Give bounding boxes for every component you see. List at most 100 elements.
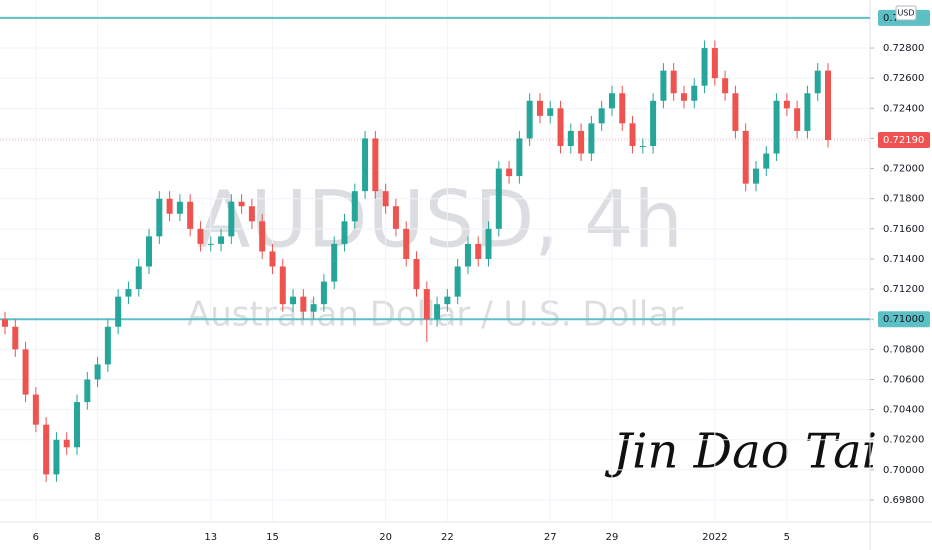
y-tick-label: 0.71200 — [883, 284, 924, 295]
candle-body — [320, 281, 327, 305]
candle-body — [12, 326, 19, 350]
candle-body — [608, 93, 615, 109]
candle-body — [259, 221, 266, 252]
candle-body — [115, 296, 122, 327]
candle-body — [228, 201, 235, 237]
level-label: 0.7 — [883, 13, 899, 24]
candle-body — [578, 130, 585, 154]
candle-body — [650, 100, 657, 146]
candle-body — [84, 379, 91, 403]
level-label-bg — [878, 311, 930, 328]
y-tick-label: 0.72400 — [883, 103, 924, 114]
x-tick-label: 13 — [204, 532, 217, 543]
candle-body — [547, 108, 554, 116]
y-tick-label: 0.72000 — [883, 164, 924, 175]
candle-body — [536, 100, 543, 116]
level-label: 0.71000 — [883, 314, 924, 325]
y-tick-label: 0.70400 — [883, 405, 924, 416]
candle-body — [362, 138, 369, 192]
candle-body — [598, 108, 605, 124]
last-price-bg — [878, 131, 930, 148]
candle-body — [783, 100, 790, 109]
grid — [0, 0, 870, 522]
signature: Jin Dao Tai — [604, 424, 877, 480]
candle-body — [300, 296, 307, 312]
currency-badge — [895, 5, 917, 21]
candle-body — [63, 439, 70, 448]
candle-body — [413, 258, 420, 290]
candle-body — [557, 108, 564, 146]
candle-body — [444, 296, 451, 305]
y-tick-label: 0.71400 — [883, 254, 924, 265]
candle-body — [423, 289, 430, 320]
candle-body — [567, 130, 574, 146]
candle-body — [588, 123, 595, 154]
currency-label: USD — [897, 9, 914, 18]
x-tick-label: 6 — [33, 532, 39, 543]
candle-body — [341, 221, 348, 244]
x-tick-label: 5 — [784, 532, 790, 543]
candle-body — [197, 228, 204, 244]
candle-body — [691, 85, 698, 101]
candle-body — [825, 70, 831, 140]
candle-body — [331, 243, 338, 282]
candle-body — [670, 70, 677, 94]
candle-body — [135, 266, 142, 290]
candle-body — [629, 123, 636, 146]
candle-body — [248, 206, 255, 222]
candle-body — [351, 191, 358, 222]
candle-body — [722, 78, 729, 94]
y-tick-label: 0.69800 — [883, 495, 924, 506]
candle-body — [752, 168, 759, 184]
candle-body — [814, 70, 821, 94]
candle-body — [516, 138, 523, 177]
candle-body — [619, 93, 626, 124]
candle-body — [156, 198, 163, 237]
x-tick-label: 29 — [606, 532, 619, 543]
candle-body — [279, 266, 286, 305]
candle-body — [773, 100, 780, 154]
x-tick-label: 15 — [266, 532, 279, 543]
watermark-title: AUDUSD, 4h — [197, 175, 683, 265]
x-tick-label: 27 — [544, 532, 557, 543]
candle-body — [763, 153, 770, 169]
candle-body — [804, 93, 811, 131]
candle-body — [506, 168, 513, 177]
x-tick-label: 20 — [379, 532, 392, 543]
candle-body — [187, 201, 194, 229]
candle-body — [218, 236, 225, 244]
candle-body — [660, 70, 667, 101]
candle-body — [125, 289, 132, 297]
candle-body — [454, 266, 461, 297]
candle-body — [639, 145, 646, 147]
last-price-label: 0.72190 — [883, 135, 924, 146]
y-tick-label: 0.71800 — [883, 194, 924, 205]
candle-body — [146, 236, 153, 267]
candle-body — [238, 201, 245, 207]
candle-body — [526, 100, 533, 139]
candle-body — [475, 243, 482, 259]
candle-body — [74, 402, 81, 448]
candle-body — [742, 130, 749, 184]
y-tick-label: 0.70600 — [883, 374, 924, 385]
candle-body — [392, 206, 399, 229]
candle-body — [434, 304, 441, 320]
y-tick-label: 0.72600 — [883, 73, 924, 84]
candle-body — [701, 48, 708, 86]
candle-body — [290, 296, 297, 305]
candle-body — [94, 364, 101, 380]
candle-body — [372, 138, 379, 192]
candle-body — [732, 93, 739, 131]
candle-body — [176, 201, 183, 214]
candle-body — [680, 93, 687, 101]
candle-body — [22, 349, 29, 395]
candle-body — [104, 326, 111, 365]
candle-body — [403, 228, 410, 259]
candle-body — [464, 243, 471, 267]
candle-body — [794, 108, 801, 131]
candle-body — [485, 228, 492, 259]
x-tick-label: 8 — [94, 532, 100, 543]
candle-body — [310, 304, 317, 312]
